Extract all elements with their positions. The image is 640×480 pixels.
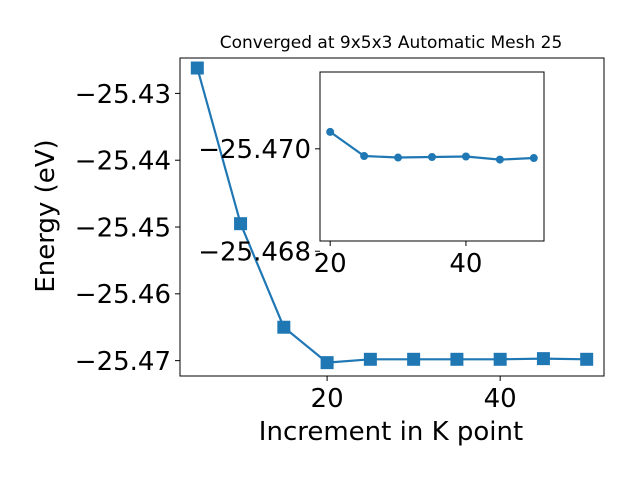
inset-plot-area: 20 40 −25.470 −25.468 [198,71,545,279]
y-axis-label: Energy (eV) [31,139,61,292]
inset-data-point [461,152,470,161]
main-y-tick-label: −25.46 [75,280,171,310]
main-data-point [277,320,291,334]
inset-data-point [326,127,335,136]
inset-x-tick-label: 40 [449,249,482,279]
inset-y-tick-label: −25.470 [198,135,311,165]
main-y-tick-label: −25.47 [75,347,171,377]
inset-y-tick-label: −25.468 [198,238,311,268]
main-y-tick-label: −25.45 [75,213,171,243]
chart-title: Converged at 9x5x3 Automatic Mesh 25 [220,33,563,53]
inset-data-point [394,153,403,162]
main-x-tick-label: 20 [311,384,344,414]
main-data-point [536,352,550,366]
main-x-tick-label: 40 [484,384,517,414]
main-data-point [190,61,204,75]
main-data-point [234,217,248,231]
inset-data-point [495,155,504,164]
main-data-point [450,352,464,366]
x-axis-label: Increment in K point [259,417,523,447]
inset-data-point [428,153,436,162]
main-y-tick-label: −25.44 [75,147,171,177]
inset-x-tick-label: 20 [314,249,347,279]
inset-data-point [360,151,369,160]
main-data-point [363,352,377,366]
main-series-line [196,67,587,364]
main-data-point [493,352,507,366]
main-y-tick-label: −25.43 [75,80,171,110]
main-data-point [580,352,594,366]
main-data-point [320,356,334,370]
main-data-point [407,352,421,366]
inset-data-point [529,154,538,163]
